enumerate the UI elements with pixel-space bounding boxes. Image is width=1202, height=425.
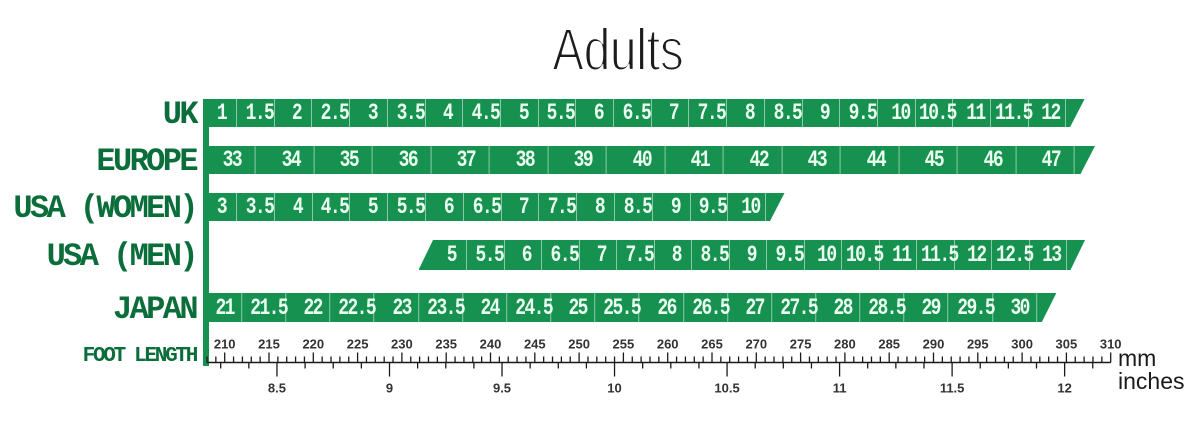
svg-text:12: 12 bbox=[1057, 381, 1071, 396]
svg-text:235: 235 bbox=[435, 337, 457, 352]
svg-text:265: 265 bbox=[701, 337, 723, 352]
svg-text:230: 230 bbox=[391, 337, 413, 352]
svg-text:250: 250 bbox=[568, 337, 590, 352]
svg-text:255: 255 bbox=[613, 337, 635, 352]
svg-text:9: 9 bbox=[386, 381, 393, 396]
svg-text:285: 285 bbox=[878, 337, 900, 352]
svg-text:10.5: 10.5 bbox=[714, 381, 739, 396]
svg-text:260: 260 bbox=[657, 337, 679, 352]
svg-text:8.5: 8.5 bbox=[268, 381, 286, 396]
svg-text:11.5: 11.5 bbox=[940, 381, 965, 396]
svg-text:10: 10 bbox=[607, 381, 621, 396]
svg-text:240: 240 bbox=[480, 337, 502, 352]
svg-text:275: 275 bbox=[790, 337, 812, 352]
svg-text:220: 220 bbox=[302, 337, 324, 352]
svg-text:280: 280 bbox=[834, 337, 856, 352]
svg-text:215: 215 bbox=[258, 337, 280, 352]
svg-text:290: 290 bbox=[923, 337, 945, 352]
svg-text:270: 270 bbox=[745, 337, 767, 352]
svg-text:300: 300 bbox=[1011, 337, 1033, 352]
svg-text:11: 11 bbox=[833, 381, 847, 396]
svg-text:295: 295 bbox=[967, 337, 989, 352]
svg-text:305: 305 bbox=[1056, 337, 1078, 352]
svg-text:245: 245 bbox=[524, 337, 546, 352]
svg-text:9.5: 9.5 bbox=[493, 381, 511, 396]
svg-text:225: 225 bbox=[347, 337, 369, 352]
svg-text:210: 210 bbox=[214, 337, 236, 352]
